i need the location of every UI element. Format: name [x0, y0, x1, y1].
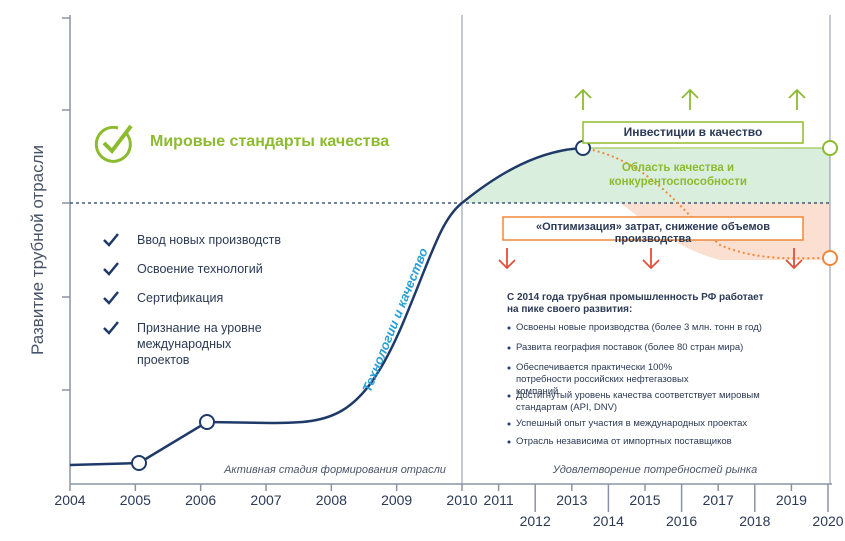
year-label: 2010 — [446, 492, 477, 508]
year-label: 2013 — [556, 492, 587, 508]
summary-item: Развита география поставок (более 80 стр… — [516, 342, 781, 354]
checklist-item: Сертификация — [137, 290, 223, 306]
summary-item: Освоены новые производства (более 3 млн.… — [516, 322, 781, 334]
infographic: Развитие трубной отрасли Мировые стандар… — [0, 0, 845, 541]
optimization-label: «Оптимизация» затрат, снижение объемов п… — [503, 221, 803, 245]
year-label: 2006 — [185, 492, 216, 508]
headline-icon — [96, 126, 131, 161]
year-label: 2014 — [593, 513, 624, 529]
year-label: 2018 — [739, 513, 770, 529]
stage-label: Удовлетворение потребностей рынка — [553, 464, 757, 476]
invest-label: Инвестиции в качество — [583, 125, 803, 139]
bullets — [508, 327, 511, 444]
year-label: 2015 — [629, 492, 660, 508]
year-label: 2019 — [776, 492, 807, 508]
stage-label: Активная стадия формирования отрасли — [224, 464, 446, 476]
area-label: Область качества и конкурентоспособности — [608, 161, 748, 189]
year-label: 2005 — [120, 492, 151, 508]
up-arrows — [575, 90, 805, 110]
year-label: 2007 — [250, 492, 281, 508]
year-label: 2011 — [484, 492, 514, 508]
checklist-item: Ввод новых производств — [137, 232, 281, 248]
green-end — [823, 141, 837, 155]
year-label: 2017 — [703, 492, 734, 508]
year-label: 2020 — [812, 513, 843, 529]
headline: Мировые стандарты качества — [150, 133, 389, 151]
year-label: 2009 — [381, 492, 412, 508]
summary-item: Отрасль независима от импортных поставщи… — [516, 436, 781, 448]
summary-title: С 2014 года трубная промышленность РФ ра… — [507, 292, 772, 316]
summary-item: Достигнутый уровень качества соответству… — [516, 390, 766, 414]
orange-end — [823, 251, 837, 265]
year-label: 2008 — [316, 492, 347, 508]
year-label: 2012 — [520, 513, 551, 529]
checklist-item: Признание на уровне международных проект… — [137, 320, 262, 368]
y-ticks — [62, 18, 70, 390]
summary-item: Успешный опыт участия в международных пр… — [516, 418, 781, 430]
y-axis-label: Развитие трубной отрасли — [28, 145, 48, 355]
check-marks — [104, 234, 118, 333]
year-label: 2016 — [666, 513, 697, 529]
checklist-item: Освоение технологий — [137, 261, 263, 277]
year-label: 2004 — [54, 492, 85, 508]
